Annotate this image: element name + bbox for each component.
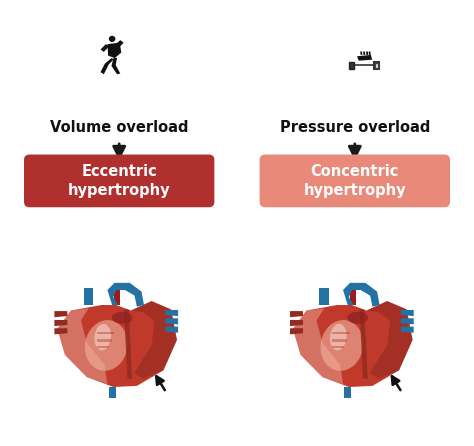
Polygon shape [55, 328, 67, 334]
Polygon shape [97, 346, 109, 348]
Polygon shape [366, 51, 368, 55]
FancyBboxPatch shape [24, 154, 214, 207]
Polygon shape [100, 44, 109, 52]
Ellipse shape [320, 320, 363, 371]
Polygon shape [84, 289, 93, 305]
Polygon shape [124, 310, 132, 379]
Polygon shape [290, 311, 303, 317]
Polygon shape [165, 318, 178, 324]
Polygon shape [293, 308, 343, 384]
Polygon shape [343, 283, 380, 307]
Polygon shape [97, 332, 115, 334]
Polygon shape [111, 58, 120, 74]
Polygon shape [55, 320, 67, 326]
Polygon shape [115, 40, 124, 48]
Polygon shape [115, 286, 120, 305]
Ellipse shape [112, 312, 132, 324]
Polygon shape [108, 283, 144, 307]
Polygon shape [359, 310, 368, 379]
Polygon shape [332, 332, 350, 334]
Polygon shape [109, 387, 116, 398]
Polygon shape [332, 339, 347, 342]
Polygon shape [369, 51, 371, 55]
Polygon shape [97, 339, 111, 342]
Polygon shape [401, 310, 414, 316]
Polygon shape [100, 58, 114, 74]
Polygon shape [401, 318, 414, 324]
Bar [353, 64, 375, 66]
Polygon shape [401, 326, 414, 333]
Polygon shape [57, 301, 177, 387]
Polygon shape [131, 301, 177, 379]
Ellipse shape [347, 312, 368, 324]
Text: Eccentric
hypertrophy: Eccentric hypertrophy [68, 164, 171, 198]
Bar [374, 62, 380, 69]
Bar [349, 62, 354, 69]
Text: Pressure overload: Pressure overload [280, 120, 430, 135]
Ellipse shape [330, 324, 346, 351]
Polygon shape [290, 328, 303, 334]
Polygon shape [165, 310, 178, 316]
Polygon shape [293, 301, 412, 387]
Ellipse shape [94, 324, 111, 351]
Polygon shape [357, 55, 372, 61]
Ellipse shape [109, 36, 116, 42]
Ellipse shape [85, 320, 128, 371]
Bar [375, 63, 378, 68]
Polygon shape [319, 289, 329, 305]
Polygon shape [360, 51, 363, 55]
Polygon shape [350, 286, 356, 305]
Polygon shape [55, 311, 67, 317]
Polygon shape [363, 51, 365, 55]
Polygon shape [366, 301, 412, 379]
Text: Volume overload: Volume overload [50, 120, 189, 135]
Polygon shape [344, 387, 351, 398]
Polygon shape [290, 320, 303, 326]
Polygon shape [108, 43, 121, 58]
Polygon shape [165, 326, 178, 333]
Polygon shape [332, 346, 344, 348]
Text: Concentric
hypertrophy: Concentric hypertrophy [303, 164, 406, 198]
Polygon shape [57, 308, 108, 384]
FancyBboxPatch shape [260, 154, 450, 207]
